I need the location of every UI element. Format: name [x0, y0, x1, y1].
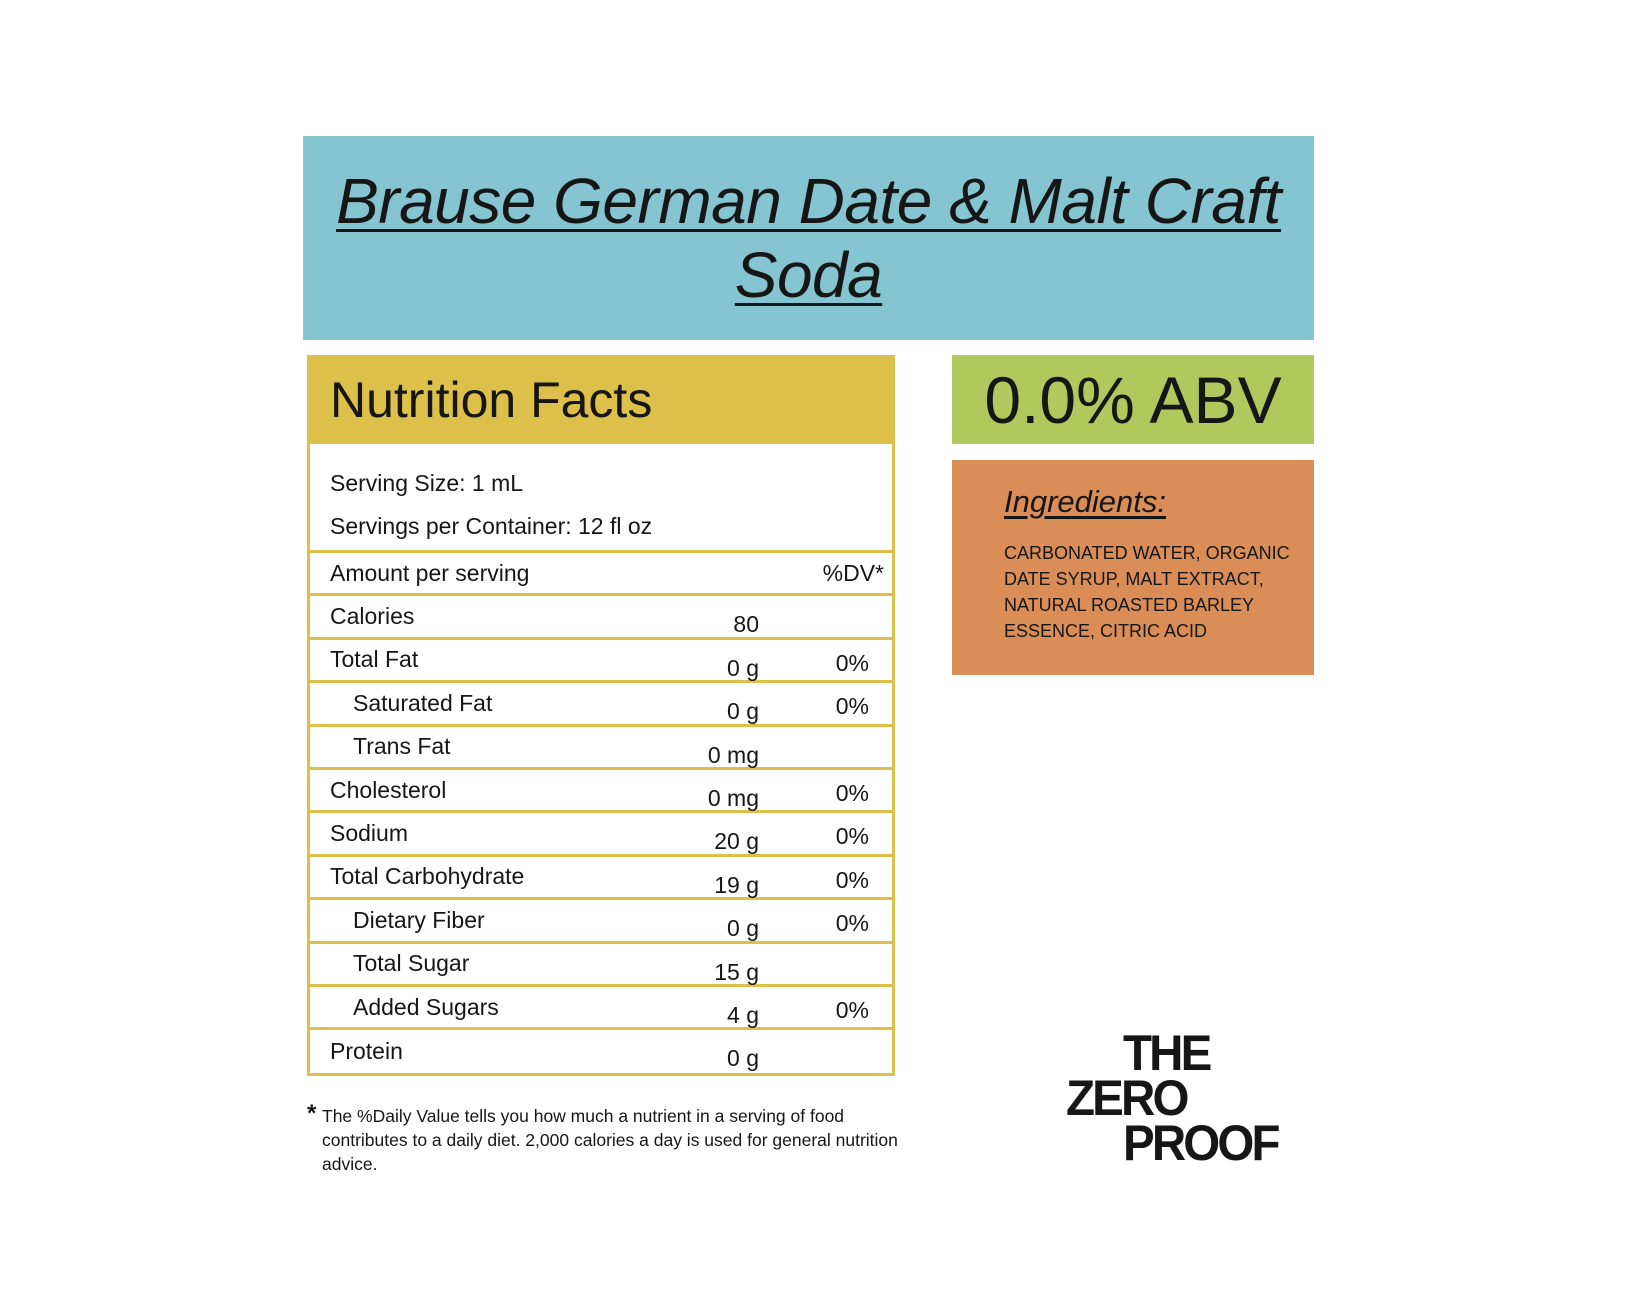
nutrient-amount: 4 g [727, 1001, 759, 1028]
nutrient-row: Trans Fat 0 mg [310, 727, 892, 770]
logo-line: ZERO [1066, 1070, 1189, 1126]
nutrient-dv: 0% [835, 910, 869, 937]
nutrient-amount: 15 g [714, 958, 759, 985]
footnote: * The %Daily Value tells you how much a … [307, 1100, 907, 1176]
product-title: Brause German Date & Malt Craft Soda [336, 165, 1281, 311]
nutrient-row: Total Carbohydrate 19 g 0% [310, 857, 892, 901]
nutrient-amount: 0 mg [707, 784, 759, 811]
amount-per-serving-label: Amount per serving [330, 559, 530, 586]
nutrient-label: Dietary Fiber [353, 906, 485, 933]
nutrient-amount: 0 g [727, 698, 759, 725]
nutrient-row: Calories 80 [310, 596, 892, 640]
nutrient-row: Dietary Fiber 0 g 0% [310, 900, 892, 944]
nutrient-row: Saturated Fat 0 g 0% [310, 683, 892, 727]
abv-badge: 0.0% ABV [952, 355, 1314, 444]
nutrient-label: Total Sugar [353, 950, 470, 977]
title-banner: Brause German Date & Malt Craft Soda [303, 136, 1314, 340]
amount-header-row: Amount per serving %DV* [310, 553, 892, 597]
nutrient-amount: 19 g [714, 871, 759, 898]
nutrient-row: Cholesterol 0 mg 0% [310, 770, 892, 814]
nutrient-dv: 0% [835, 866, 869, 893]
nutrition-facts-panel: Nutrition Facts Serving Size: 1 mL Servi… [307, 355, 895, 1076]
nutrient-dv: 0% [835, 823, 869, 850]
ingredients-list: CARBONATED WATER, ORGANIC DATE SYRUP, MA… [1004, 543, 1290, 641]
nutrient-amount: 0 g [727, 654, 759, 681]
nutrient-amount: 0 g [727, 915, 759, 942]
nutrient-label: Trans Fat [353, 733, 451, 760]
nutrient-amount: 20 g [714, 828, 759, 855]
nutrient-label: Protein [330, 1038, 403, 1065]
dv-header: %DV* [822, 559, 884, 586]
serving-size: Serving Size: 1 mL [330, 470, 524, 496]
nutrient-row: Total Sugar 15 g [310, 944, 892, 987]
nutrient-row: Sodium 20 g 0% [310, 813, 892, 857]
ingredients-panel: Ingredients: CARBONATED WATER, ORGANIC D… [952, 460, 1314, 675]
footnote-asterisk: * [307, 1100, 317, 1127]
nutrient-row: Total Fat 0 g 0% [310, 640, 892, 684]
nutrient-dv: 0% [835, 693, 869, 720]
nutrient-label: Calories [330, 603, 415, 630]
serving-info: Serving Size: 1 mL Servings per Containe… [310, 444, 892, 553]
nutrient-label: Saturated Fat [353, 689, 493, 716]
nutrient-label: Cholesterol [330, 776, 447, 803]
nutrient-row: Protein 0 g [310, 1030, 892, 1073]
ingredients-heading: Ingredients: [1004, 484, 1166, 519]
nutrient-amount: 80 [733, 611, 759, 638]
nutrient-dv: 0% [835, 649, 869, 676]
nutrient-amount: 0 mg [707, 741, 759, 768]
servings-per-container: Servings per Container: 12 fl oz [330, 513, 653, 539]
nutrient-label: Total Fat [330, 646, 419, 673]
nutrient-label: Added Sugars [353, 993, 499, 1020]
nutrient-label: Sodium [330, 820, 408, 847]
nutrient-dv: 0% [835, 996, 869, 1023]
nutrient-amount: 0 g [727, 1045, 759, 1072]
logo-line: PROOF [1123, 1115, 1281, 1171]
nutrient-label: Total Carbohydrate [330, 863, 525, 890]
logo-line: THE [1123, 1025, 1212, 1081]
nutrition-facts-heading: Nutrition Facts [307, 355, 895, 444]
footnote-text: The %Daily Value tells you how much a nu… [322, 1106, 898, 1174]
nutrient-row: Added Sugars 4 g 0% [310, 987, 892, 1031]
brand-logo: THE ZERO PROOF [1066, 1025, 1316, 1171]
nutrient-dv: 0% [835, 779, 869, 806]
